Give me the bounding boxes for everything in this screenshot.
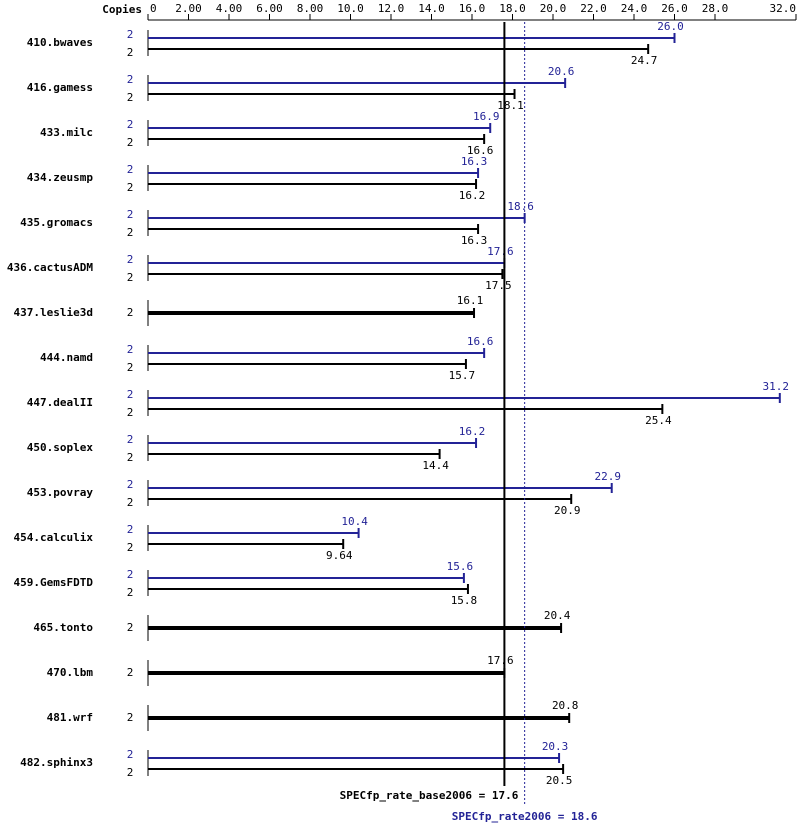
copies-label: 2	[127, 433, 134, 446]
copies-label: 2	[127, 666, 134, 679]
copies-label: 2	[127, 226, 134, 239]
copies-label: 2	[127, 748, 134, 761]
value-label: 9.64	[326, 549, 353, 562]
copies-label: 2	[127, 766, 134, 779]
x-tick-label: 32.0	[770, 2, 797, 15]
copies-label: 2	[127, 496, 134, 509]
x-tick-label: 2.00	[175, 2, 202, 15]
category-label: 481.wrf	[47, 711, 93, 724]
x-tick-label: 16.0	[459, 2, 486, 15]
x-tick-label: 6.00	[256, 2, 283, 15]
copies-label: 2	[127, 621, 134, 634]
x-tick-label: 20.0	[540, 2, 567, 15]
copies-label: 2	[127, 181, 134, 194]
value-label: 26.0	[657, 20, 684, 33]
copies-label: 2	[127, 253, 134, 266]
value-label: 20.8	[552, 699, 579, 712]
value-label: 16.1	[457, 294, 484, 307]
category-label: 434.zeusmp	[27, 171, 94, 184]
copies-label: 2	[127, 586, 134, 599]
copies-label: 2	[127, 343, 134, 356]
category-label: 437.leslie3d	[14, 306, 93, 319]
value-label: 17.6	[487, 654, 514, 667]
category-label: 450.soplex	[27, 441, 94, 454]
copies-label: 2	[127, 478, 134, 491]
value-label: 20.3	[542, 740, 569, 753]
category-label: 416.gamess	[27, 81, 93, 94]
copies-label: 2	[127, 208, 134, 221]
x-tick-label: 18.0	[499, 2, 526, 15]
copies-label: 2	[127, 541, 134, 554]
category-label: 410.bwaves	[27, 36, 93, 49]
x-tick-label: 24.0	[621, 2, 648, 15]
x-tick-label: 4.00	[216, 2, 243, 15]
category-label: 465.tonto	[33, 621, 93, 634]
x-tick-label: 14.0	[418, 2, 445, 15]
value-label: 20.4	[544, 609, 571, 622]
value-label: 16.2	[459, 425, 486, 438]
copies-label: 2	[127, 711, 134, 724]
value-label: 16.9	[473, 110, 500, 123]
value-label: 15.7	[449, 369, 476, 382]
copies-label: 2	[127, 406, 134, 419]
value-label: 16.3	[461, 155, 488, 168]
copies-label: 2	[127, 136, 134, 149]
value-label: 31.2	[763, 380, 790, 393]
x-tick-label: 8.00	[297, 2, 324, 15]
value-label: 18.6	[507, 200, 534, 213]
copies-label: 2	[127, 28, 134, 41]
value-label: 20.9	[554, 504, 581, 517]
category-label: 459.GemsFDTD	[14, 576, 94, 589]
value-label: 16.6	[467, 144, 494, 157]
reference-label: SPECfp_rate_base2006 = 17.6	[340, 789, 519, 802]
x-tick-label: 10.0	[337, 2, 364, 15]
category-label: 433.milc	[40, 126, 93, 139]
copies-label: 2	[127, 163, 134, 176]
value-label: 16.6	[467, 335, 494, 348]
copies-label: 2	[127, 451, 134, 464]
value-label: 17.6	[487, 245, 514, 258]
copies-label: 2	[127, 91, 134, 104]
copies-label: 2	[127, 46, 134, 59]
copies-header: Copies	[102, 3, 142, 16]
copies-label: 2	[127, 271, 134, 284]
value-label: 25.4	[645, 414, 672, 427]
x-tick-label: 0	[150, 2, 157, 15]
category-label: 435.gromacs	[20, 216, 93, 229]
copies-label: 2	[127, 388, 134, 401]
copies-label: 2	[127, 306, 134, 319]
value-label: 16.3	[461, 234, 488, 247]
category-label: 470.lbm	[47, 666, 94, 679]
value-label: 22.9	[594, 470, 621, 483]
copies-label: 2	[127, 523, 134, 536]
value-label: 14.4	[422, 459, 449, 472]
category-label: 482.sphinx3	[20, 756, 93, 769]
category-label: 436.cactusADM	[7, 261, 93, 274]
category-label: 444.namd	[40, 351, 93, 364]
value-label: 18.1	[497, 99, 524, 112]
x-tick-label: 26.0	[661, 2, 688, 15]
category-label: 454.calculix	[14, 531, 94, 544]
category-label: 447.dealII	[27, 396, 93, 409]
copies-label: 2	[127, 361, 134, 374]
x-tick-label: 28.0	[702, 2, 729, 15]
value-label: 20.6	[548, 65, 575, 78]
category-label: 453.povray	[27, 486, 94, 499]
copies-label: 2	[127, 118, 134, 131]
reference-label: SPECfp_rate2006 = 18.6	[452, 810, 598, 823]
value-label: 24.7	[631, 54, 658, 67]
value-label: 16.2	[459, 189, 486, 202]
value-label: 20.5	[546, 774, 573, 787]
value-label: 15.6	[447, 560, 474, 573]
value-label: 10.4	[341, 515, 368, 528]
x-tick-label: 12.0	[378, 2, 405, 15]
copies-label: 2	[127, 568, 134, 581]
copies-label: 2	[127, 73, 134, 86]
x-tick-label: 22.0	[580, 2, 607, 15]
value-label: 15.8	[451, 594, 478, 607]
value-label: 17.5	[485, 279, 512, 292]
